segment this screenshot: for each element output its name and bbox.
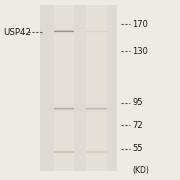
Bar: [54, 107, 74, 108]
Bar: [54, 106, 74, 107]
Bar: [54, 149, 74, 150]
Bar: [86, 106, 107, 107]
Bar: [86, 107, 107, 108]
Bar: [86, 108, 107, 109]
Bar: [54, 109, 74, 110]
Bar: [54, 29, 74, 30]
Bar: [54, 5, 74, 171]
Bar: [54, 35, 74, 36]
Bar: [54, 111, 74, 112]
Bar: [54, 154, 74, 155]
Bar: [86, 109, 107, 110]
Bar: [54, 34, 74, 35]
Bar: [54, 31, 74, 32]
Text: (KD): (KD): [132, 166, 149, 175]
Bar: [86, 104, 107, 105]
Bar: [54, 104, 74, 105]
Bar: [54, 112, 74, 113]
Bar: [54, 151, 74, 152]
Bar: [86, 111, 107, 112]
Bar: [54, 110, 74, 111]
Bar: [54, 27, 74, 28]
Bar: [54, 105, 74, 106]
Bar: [86, 110, 107, 111]
Bar: [54, 30, 74, 31]
Bar: [54, 32, 74, 33]
Text: 95: 95: [132, 98, 143, 107]
Bar: [86, 112, 107, 113]
Bar: [54, 153, 74, 154]
Text: 170: 170: [132, 20, 148, 29]
Bar: [54, 28, 74, 29]
Text: USP42: USP42: [4, 28, 32, 37]
Bar: [54, 33, 74, 34]
Text: 130: 130: [132, 47, 148, 56]
Bar: [54, 150, 74, 151]
Bar: [86, 105, 107, 106]
Bar: [54, 152, 74, 153]
Text: 55: 55: [132, 144, 143, 153]
Text: 72: 72: [132, 121, 143, 130]
Bar: [86, 5, 107, 171]
Bar: [54, 148, 74, 149]
Bar: [54, 108, 74, 109]
Bar: [54, 155, 74, 156]
Bar: [40, 5, 117, 171]
